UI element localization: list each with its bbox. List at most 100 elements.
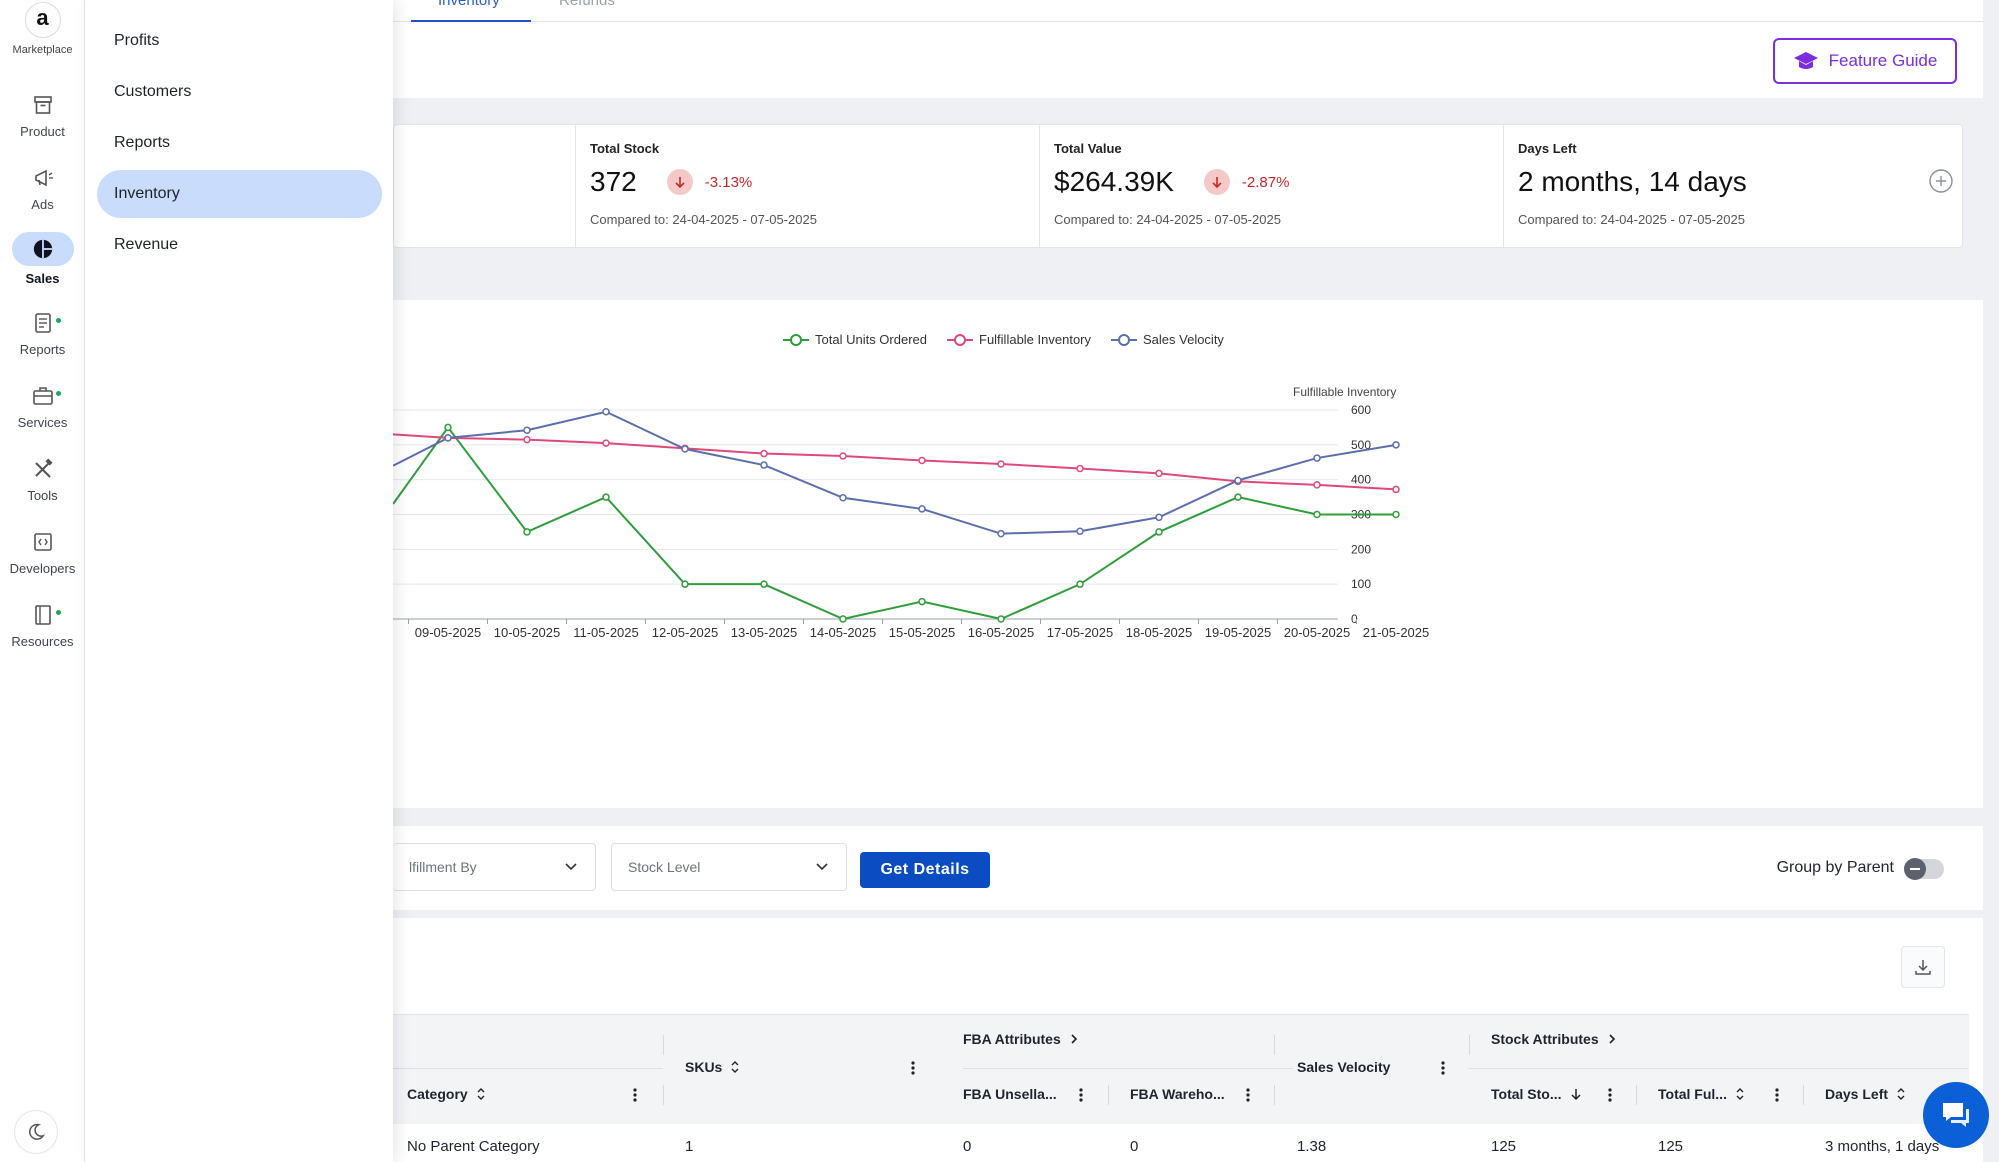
group-by-parent-toggle[interactable] xyxy=(1904,858,1944,880)
cell-total-fulfillable: 125 xyxy=(1658,1138,1684,1155)
cell-total-stock: 125 xyxy=(1491,1138,1517,1155)
stat-total-value: Total Value $264.39K -2.87% Compared to:… xyxy=(1039,125,1503,247)
x-tick-label: 13-05-2025 xyxy=(731,625,798,640)
stat-title: Total Stock xyxy=(590,141,660,156)
chevron-right-icon xyxy=(1071,1034,1077,1044)
th-category[interactable]: Category xyxy=(407,1086,486,1102)
rail-item-reports[interactable]: Reports xyxy=(0,308,85,357)
data-point xyxy=(1234,493,1242,501)
group-header-label: Stock Attributes xyxy=(1491,1031,1599,1047)
divider xyxy=(1803,1085,1804,1105)
stock-level-select[interactable]: Stock Level xyxy=(611,843,847,891)
chevron-down-icon xyxy=(816,863,828,871)
divider xyxy=(1468,1068,1968,1069)
legend-item[interactable]: Total Units Ordered xyxy=(783,332,927,347)
rail-label: Developers xyxy=(9,561,76,576)
page-header: Feature Guide xyxy=(393,22,1983,98)
tab-inventory[interactable]: Inventory xyxy=(438,0,500,9)
download-button[interactable] xyxy=(1901,946,1945,988)
th-days-left[interactable]: Days Left xyxy=(1825,1086,1906,1102)
rail-item-ads[interactable]: Ads xyxy=(0,163,85,212)
data-point xyxy=(1392,441,1400,449)
document-icon xyxy=(34,313,51,333)
column-label: FBA Unsella... xyxy=(963,1086,1057,1102)
kebab-menu-icon[interactable] xyxy=(911,1060,915,1076)
graduation-cap-icon xyxy=(1793,52,1818,69)
arrow-down-icon xyxy=(666,169,693,195)
megaphone-icon xyxy=(34,169,53,187)
tab-refunds[interactable]: Refunds xyxy=(559,0,615,9)
x-tick-label: 20-05-2025 xyxy=(1284,625,1351,640)
data-point xyxy=(918,597,926,606)
rail-label: Ads xyxy=(31,197,54,212)
table-header: FBA Attributes Stock Attributes SKUs Sal… xyxy=(393,1014,1969,1124)
archive-box-icon xyxy=(33,96,52,114)
submenu-item-customers[interactable]: Customers xyxy=(114,83,192,100)
x-tick-label: 17-05-2025 xyxy=(1047,625,1114,640)
arrow-down-icon xyxy=(1570,1089,1581,1101)
rail-item-tools[interactable]: Tools xyxy=(0,454,85,503)
cell-sales-velocity: 1.38 xyxy=(1297,1138,1327,1155)
th-stock-attributes[interactable]: Stock Attributes xyxy=(1491,1031,1617,1047)
main-content: Inventory Refunds Feature Guide Total St… xyxy=(393,0,1999,1162)
fulfillment-by-select[interactable]: lfillment By xyxy=(393,843,596,891)
submenu-item-inventory[interactable]: Inventory xyxy=(97,170,382,218)
data-point xyxy=(839,494,847,502)
data-point xyxy=(839,615,847,623)
add-circle-icon[interactable] xyxy=(1928,168,1954,194)
get-details-button[interactable]: Get Details xyxy=(860,852,990,888)
legend-item[interactable]: Fulfillable Inventory xyxy=(947,332,1091,347)
rail-item-product[interactable]: Product xyxy=(0,90,85,139)
submenu-item-profits[interactable]: Profits xyxy=(114,32,160,49)
submenu-item-reports[interactable]: Reports xyxy=(114,134,171,151)
th-fba-warehouse[interactable]: FBA Wareho... xyxy=(1130,1086,1225,1102)
inventory-table: FBA Attributes Stock Attributes SKUs Sal… xyxy=(393,918,1983,1162)
rail-item-resources[interactable]: Resources xyxy=(0,600,85,649)
cell-skus: 1 xyxy=(685,1138,694,1155)
data-point xyxy=(602,439,610,447)
marketplace-switcher[interactable]: a Marketplace xyxy=(0,2,85,56)
chat-button[interactable] xyxy=(1923,1082,1989,1148)
tab-bar: Inventory Refunds xyxy=(393,0,1983,23)
divider xyxy=(663,1085,664,1105)
th-total-fulfillable[interactable]: Total Ful... xyxy=(1658,1086,1745,1102)
data-point xyxy=(1155,469,1163,478)
rail-item-services[interactable]: Services xyxy=(0,381,85,430)
kebab-menu-icon[interactable] xyxy=(1079,1087,1083,1103)
data-point xyxy=(523,528,531,536)
data-point xyxy=(1392,510,1400,519)
kebab-menu-icon[interactable] xyxy=(1775,1087,1779,1103)
icon-rail: a Marketplace Product Ads Sales Reports … xyxy=(0,0,85,1162)
kebab-menu-icon[interactable] xyxy=(633,1087,637,1103)
th-total-stock[interactable]: Total Sto... xyxy=(1491,1086,1582,1102)
data-point xyxy=(1155,513,1163,522)
th-sales-velocity[interactable]: Sales Velocity xyxy=(1297,1059,1390,1075)
series-line xyxy=(393,410,1397,535)
data-point xyxy=(1076,527,1084,535)
data-point xyxy=(1313,481,1321,489)
data-point xyxy=(602,493,610,501)
th-fba-unsellable[interactable]: FBA Unsella... xyxy=(963,1086,1057,1102)
cell-fba-unsellable: 0 xyxy=(963,1138,972,1155)
data-point xyxy=(1313,510,1321,519)
x-tick-label: 10-05-2025 xyxy=(494,625,561,640)
data-point xyxy=(523,435,531,444)
divider xyxy=(1636,1085,1637,1105)
kebab-menu-icon[interactable] xyxy=(1608,1087,1612,1103)
dark-mode-toggle[interactable] xyxy=(14,1110,58,1154)
kebab-menu-icon[interactable] xyxy=(1441,1060,1445,1076)
rail-item-developers[interactable]: Developers xyxy=(0,527,85,576)
data-point xyxy=(681,445,689,453)
kebab-menu-icon[interactable] xyxy=(1246,1087,1250,1103)
marketplace-label: Marketplace xyxy=(12,44,73,56)
th-skus[interactable]: SKUs xyxy=(685,1059,740,1075)
legend-item[interactable]: Sales Velocity xyxy=(1111,332,1224,347)
rail-item-sales[interactable]: Sales xyxy=(0,232,85,286)
feature-guide-button[interactable]: Feature Guide xyxy=(1773,38,1957,84)
th-fba-attributes[interactable]: FBA Attributes xyxy=(963,1031,1079,1047)
legend-marker xyxy=(947,333,973,346)
submenu-item-revenue[interactable]: Revenue xyxy=(114,236,179,253)
divider xyxy=(663,1035,664,1055)
stat-compared: Compared to: 24-04-2025 - 07-05-2025 xyxy=(1518,212,1745,227)
data-point xyxy=(997,460,1005,468)
